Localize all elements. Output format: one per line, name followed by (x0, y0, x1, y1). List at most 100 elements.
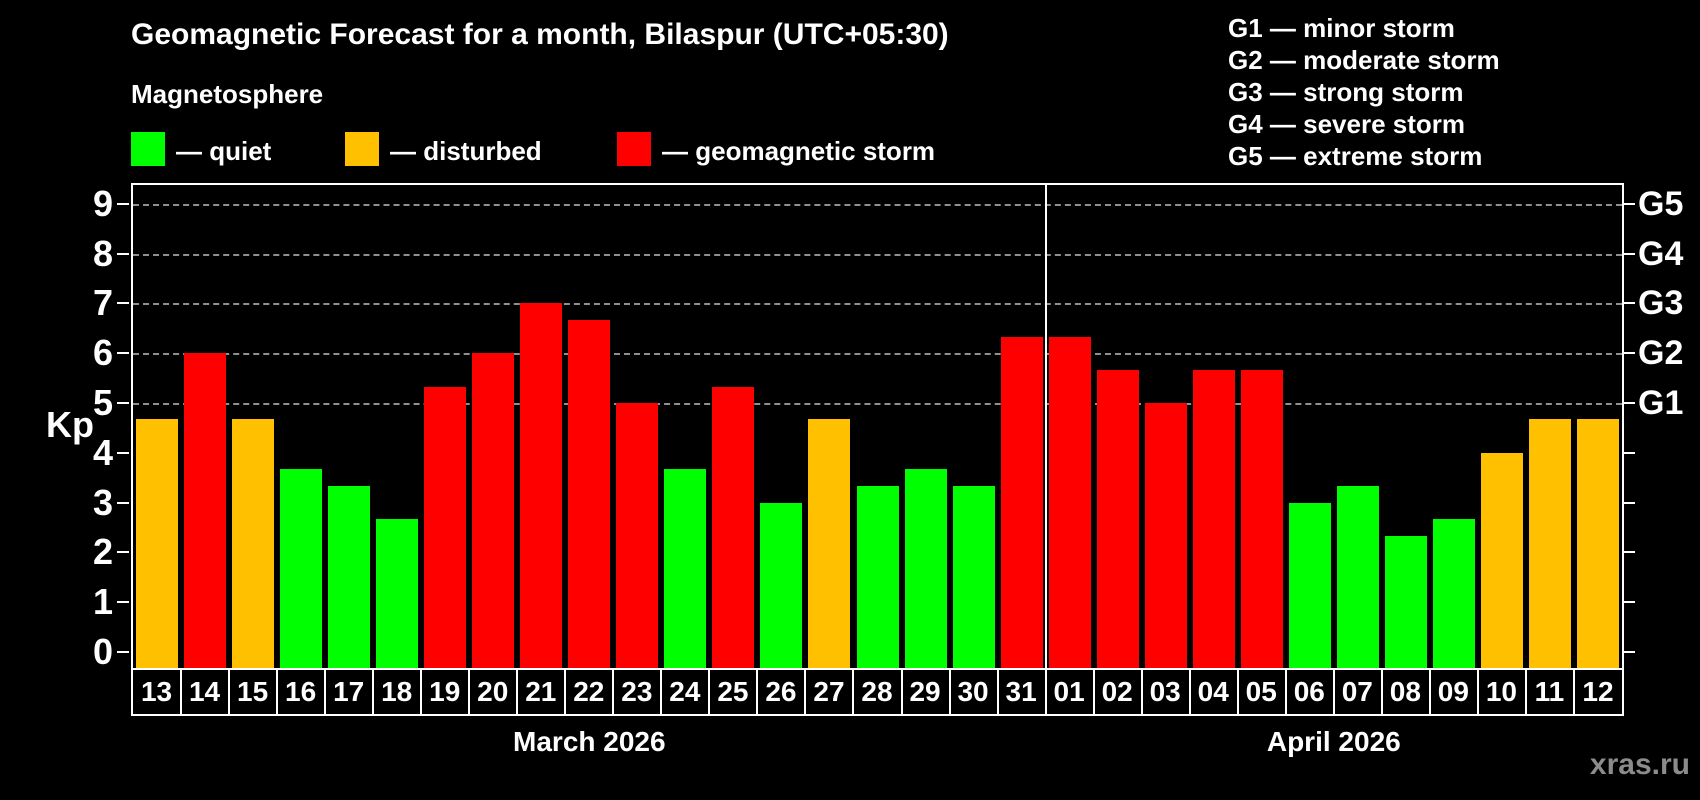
quiet-legend-label: — quiet (176, 136, 272, 166)
gridline-kp-5 (133, 403, 1622, 405)
kp-bar-day-31 (1000, 336, 1043, 668)
y-tick-label-0: 0 (92, 631, 113, 672)
month-label-april: April 2026 (1266, 726, 1401, 757)
g2-legend-line: G2 — moderate storm (1228, 45, 1500, 75)
gridline-kp-7 (133, 303, 1622, 306)
day-label-16: 16 (277, 670, 327, 714)
day-label-05: 05 (1238, 670, 1287, 714)
kp-bar-day-07 (1336, 486, 1379, 668)
month-separator-line (1044, 183, 1047, 668)
y-tick-right-8 (1623, 252, 1635, 255)
kp-bar-day-05 (1240, 369, 1283, 668)
y-tick-label-6: 6 (92, 332, 113, 374)
y-tick-right-2 (1623, 551, 1635, 554)
kp-bar-day-06 (1288, 502, 1331, 668)
kp-bar-day-11 (1528, 419, 1571, 668)
kp-bar-day-10 (1480, 452, 1523, 668)
kp-bar-day-17 (328, 486, 371, 668)
day-label-02: 02 (1094, 670, 1143, 714)
month-label-march: March 2026 (513, 726, 666, 757)
gridline-kp-6 (133, 353, 1622, 356)
day-label-25: 25 (709, 670, 759, 714)
day-label-24: 24 (661, 670, 711, 714)
day-label-08: 08 (1382, 670, 1431, 714)
day-label-22: 22 (565, 670, 615, 714)
kp-bar-day-23 (616, 403, 659, 668)
y-tick-label-4: 4 (92, 431, 113, 473)
y-tick-left-1 (117, 601, 129, 604)
kp-bar-day-29 (904, 469, 947, 668)
kp-bar-day-12 (1576, 419, 1619, 668)
kp-bar-day-30 (952, 486, 995, 668)
kp-bar-day-14 (184, 353, 227, 668)
day-label-26: 26 (757, 670, 807, 714)
page-title: Geomagnetic Forecast for a month, Bilasp… (131, 18, 949, 51)
day-label-23: 23 (613, 670, 663, 714)
day-label-09: 09 (1430, 670, 1479, 714)
y-tick-label-2: 2 (92, 531, 113, 573)
gridline-kp-9 (133, 203, 1622, 206)
g-axis-label-G2: G2 (1638, 334, 1684, 373)
kp-bar-day-08 (1384, 535, 1427, 668)
day-label-15: 15 (229, 670, 279, 714)
disturbed-legend-swatch (345, 132, 379, 166)
kp-bar-day-18 (376, 519, 419, 668)
day-axis-row: 13 14 15 16 17 18 19 20 21 22 23 24 25 26 27 28 29 30 31 01… (131, 668, 1624, 716)
day-label-18: 18 (373, 670, 423, 714)
kp-bar-day-02 (1096, 369, 1139, 668)
y-tick-left-2 (117, 551, 129, 554)
kp-bar-day-16 (280, 469, 323, 668)
day-label-01: 01 (1046, 670, 1095, 714)
day-label-12: 12 (1582, 676, 1614, 707)
kp-bar-day-21 (520, 303, 563, 668)
kp-bar-day-27 (808, 419, 851, 668)
day-label-30: 30 (950, 670, 999, 714)
kp-bar-day-13 (136, 419, 179, 668)
g-scale-legend: G1 — minor storm G2 — moderate storm G3 … (1228, 12, 1500, 172)
g-axis-label-G5: G5 (1638, 184, 1684, 223)
kp-bar-day-19 (424, 386, 467, 668)
day-label-10: 10 (1478, 670, 1527, 714)
y-tick-right-7 (1623, 302, 1635, 305)
kp-bar-day-25 (712, 386, 755, 668)
y-tick-left-9 (117, 202, 129, 205)
y-tick-label-1: 1 (92, 581, 113, 623)
quiet-legend-swatch (131, 132, 165, 166)
y-tick-label-7: 7 (92, 282, 113, 324)
watermark: xras.ru (1589, 748, 1690, 781)
day-label-17: 17 (325, 670, 375, 714)
y-tick-right-5 (1623, 402, 1635, 404)
day-label-07: 07 (1334, 670, 1383, 714)
day-label-29: 29 (902, 670, 951, 714)
g-axis-label-G3: G3 (1638, 284, 1684, 323)
g3-legend-line: G3 — strong storm (1228, 77, 1464, 107)
kp-bar-day-09 (1432, 519, 1475, 668)
y-tick-right-4 (1623, 451, 1635, 454)
y-tick-right-9 (1623, 202, 1635, 205)
day-label-13: 13 (133, 670, 183, 714)
y-tick-left-3 (117, 501, 129, 504)
kp-bar-day-22 (568, 319, 611, 668)
day-label-14: 14 (181, 670, 231, 714)
kp-bar-day-24 (664, 469, 707, 668)
kp-bar-day-20 (472, 353, 515, 668)
y-tick-right-1 (1623, 601, 1635, 604)
storm-legend-swatch (617, 132, 651, 166)
y-tick-left-6 (117, 352, 129, 355)
g-axis-label-G4: G4 (1638, 234, 1684, 273)
kp-bar-day-15 (232, 419, 275, 668)
day-label-20: 20 (469, 670, 519, 714)
y-tick-left-7 (117, 302, 129, 305)
y-tick-label-3: 3 (92, 481, 113, 523)
day-label-04: 04 (1190, 670, 1239, 714)
kp-bar-day-28 (856, 486, 899, 668)
kp-bar-day-01 (1048, 336, 1091, 668)
y-tick-right-0 (1623, 651, 1635, 653)
chart-subtitle: Magnetosphere (131, 79, 324, 109)
y-axis-title: Kp (46, 404, 94, 445)
g4-legend-line: G4 — severe storm (1228, 109, 1466, 139)
y-tick-left-0 (117, 651, 129, 653)
day-label-28: 28 (853, 670, 903, 714)
y-tick-label-8: 8 (92, 232, 113, 274)
